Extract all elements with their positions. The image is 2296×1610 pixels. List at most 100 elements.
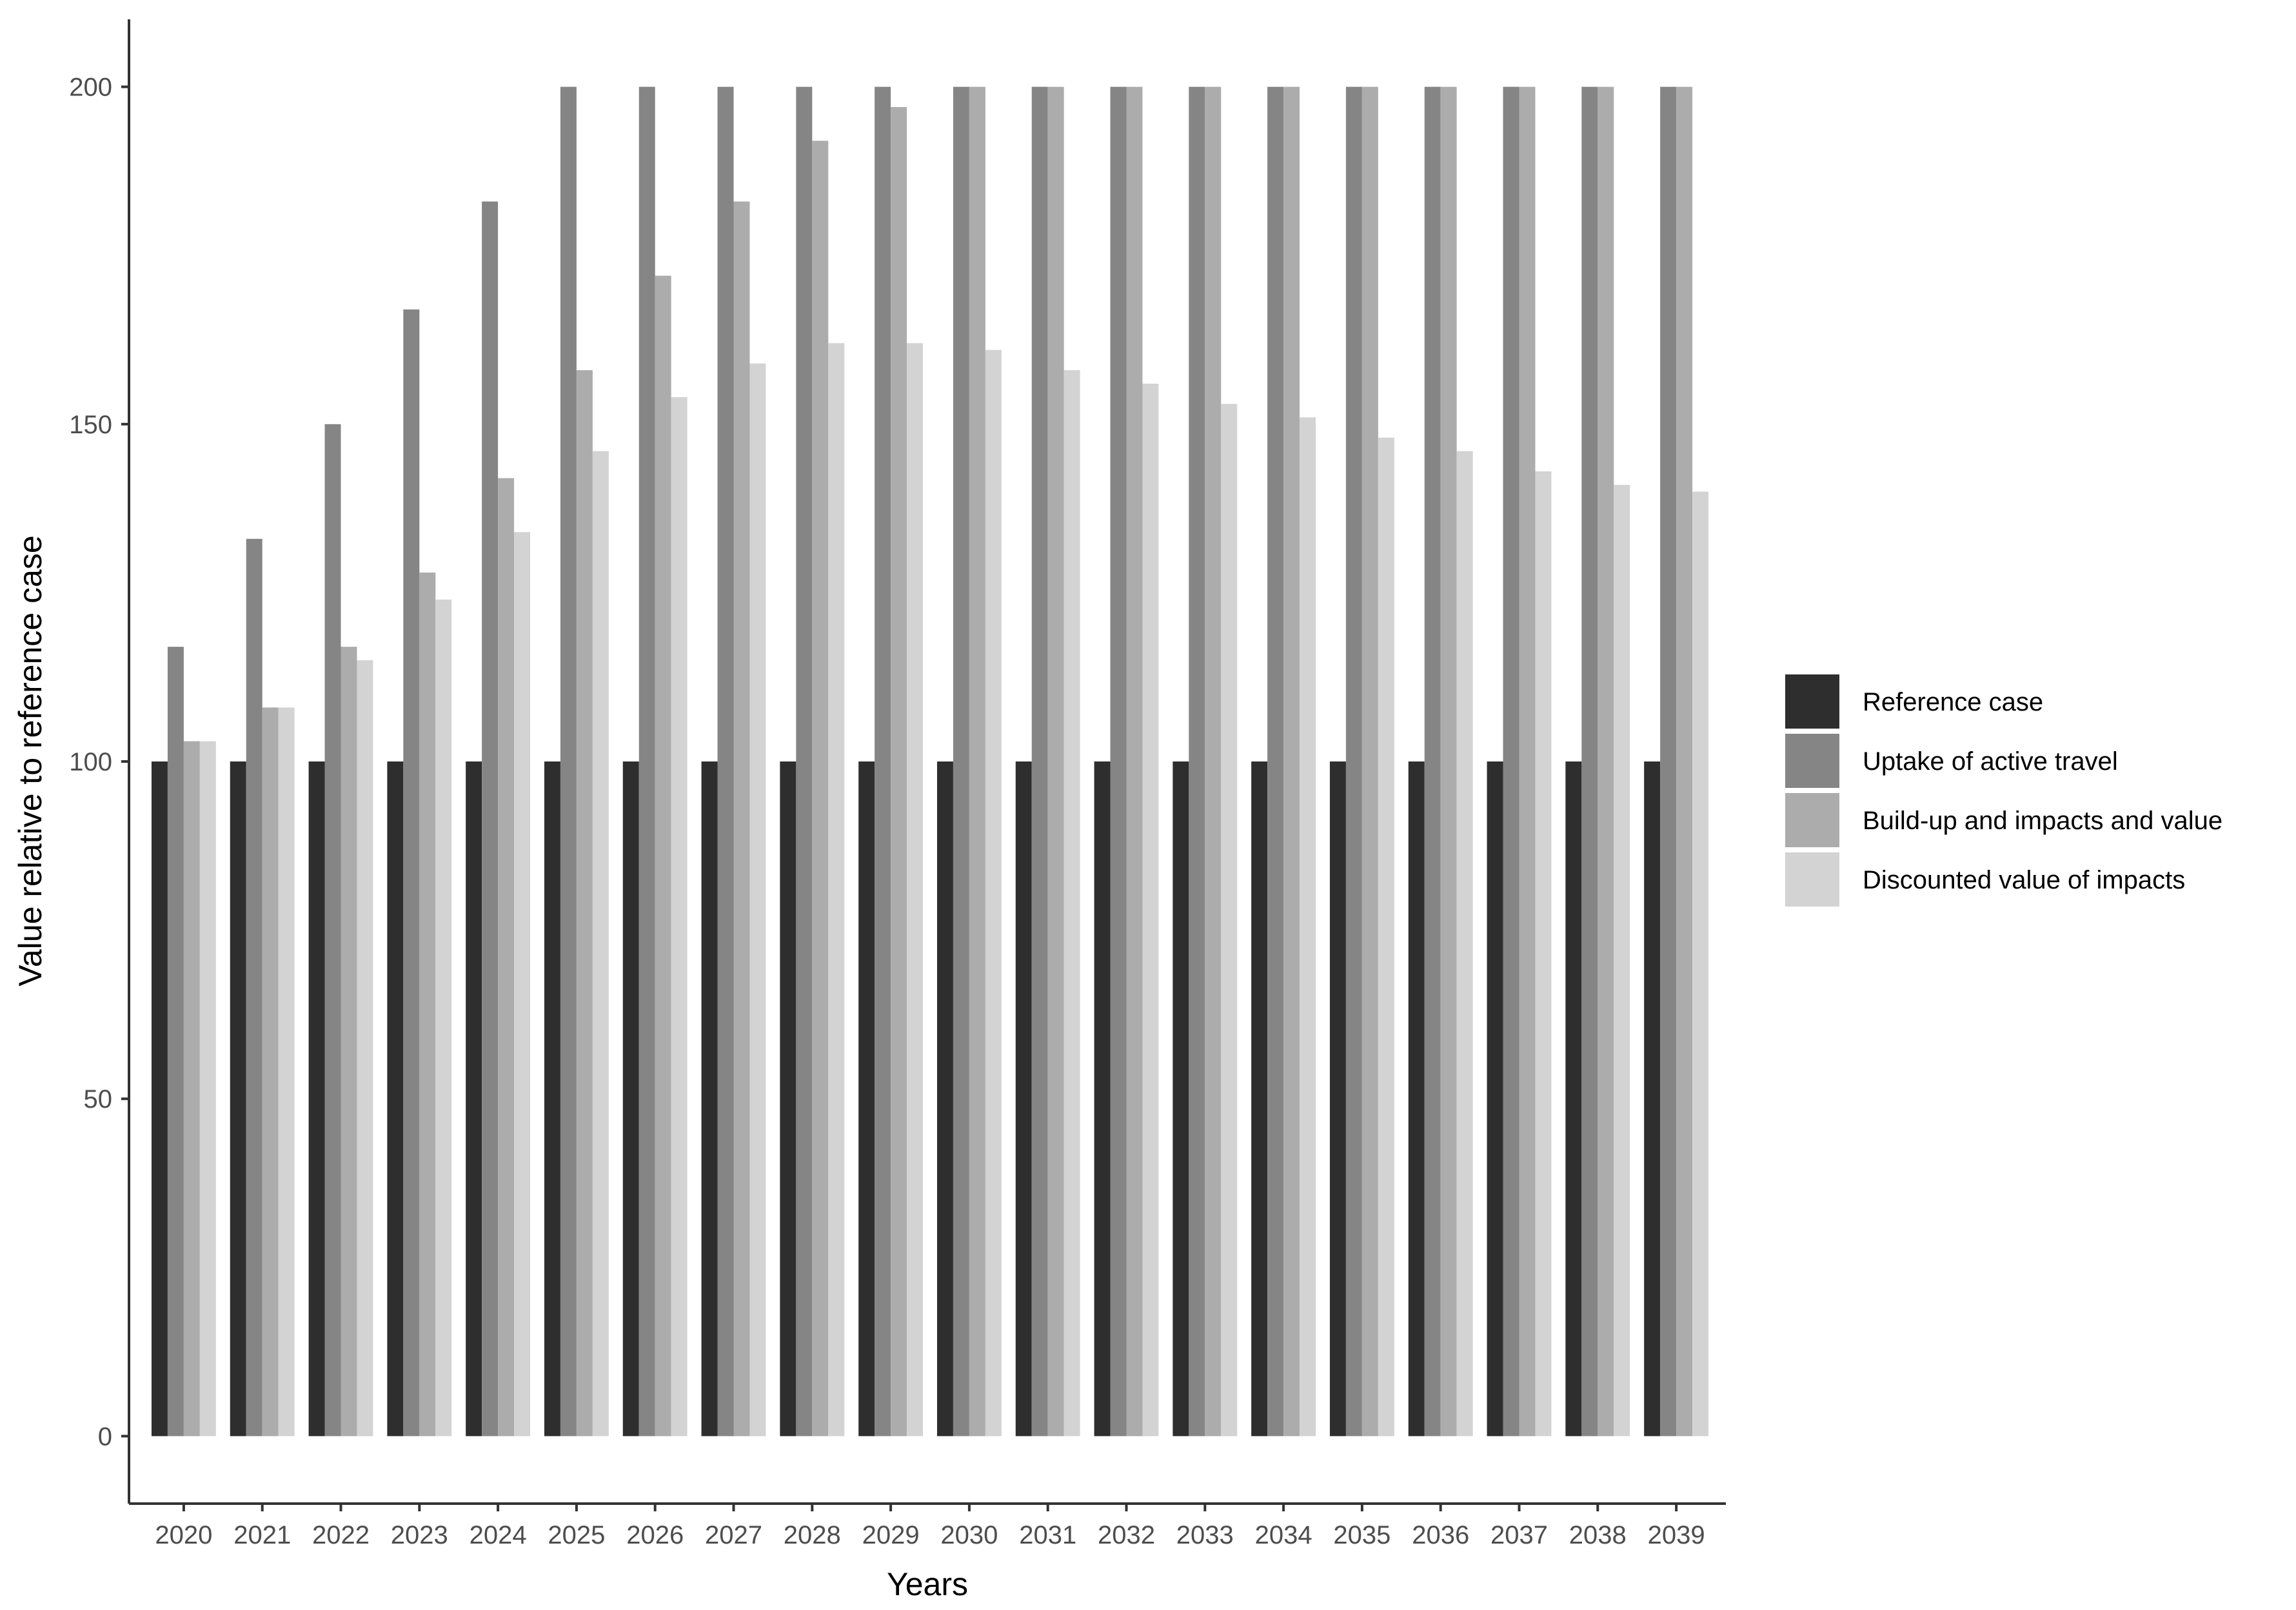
bar-2034-series-1 bbox=[1267, 86, 1284, 1437]
bar-2031-series-3 bbox=[1064, 370, 1080, 1437]
bar-2026-series-0 bbox=[622, 761, 639, 1437]
bar-2029-series-1 bbox=[875, 86, 891, 1437]
bar-2031-series-2 bbox=[1047, 86, 1064, 1437]
x-tick-label-2030: 2030 bbox=[940, 1521, 998, 1549]
bar-2027-series-0 bbox=[701, 761, 718, 1437]
x-axis-title: Years bbox=[887, 1566, 968, 1602]
bar-2032-series-0 bbox=[1094, 761, 1111, 1437]
bar-2032-series-1 bbox=[1110, 86, 1127, 1437]
x-tick-label-2028: 2028 bbox=[784, 1521, 841, 1549]
x-tick-label-2036: 2036 bbox=[1412, 1521, 1469, 1549]
bar-2025-series-2 bbox=[576, 370, 593, 1437]
bar-2026-series-1 bbox=[638, 86, 655, 1437]
bar-2022-series-0 bbox=[308, 761, 325, 1437]
bar-2020-series-0 bbox=[151, 761, 168, 1437]
x-tick-label-2033: 2033 bbox=[1176, 1521, 1234, 1549]
x-tick-label-2037: 2037 bbox=[1490, 1521, 1548, 1549]
legend-label-3: Discounted value of impacts bbox=[1863, 866, 2185, 894]
legend-key-1 bbox=[1785, 734, 1839, 788]
bar-2039-series-1 bbox=[1660, 86, 1677, 1437]
bar-2025-series-3 bbox=[592, 451, 609, 1437]
x-tick-label-2026: 2026 bbox=[626, 1521, 684, 1549]
bar-2032-series-3 bbox=[1142, 384, 1159, 1437]
x-tick-label-2025: 2025 bbox=[548, 1521, 605, 1549]
bar-2024-series-0 bbox=[466, 761, 482, 1437]
bar-2026-series-2 bbox=[655, 275, 671, 1437]
legend: Reference case Uptake of active travel Bui… bbox=[1785, 674, 2222, 907]
bar-2022-series-1 bbox=[324, 424, 341, 1437]
x-tick-label-2020: 2020 bbox=[155, 1521, 212, 1549]
bar-2036-series-2 bbox=[1440, 86, 1457, 1437]
x-tick-label-2022: 2022 bbox=[312, 1521, 370, 1549]
y-tick-label-100: 100 bbox=[69, 748, 112, 776]
bar-2025-series-1 bbox=[560, 86, 577, 1437]
bar-2021-series-3 bbox=[278, 707, 295, 1437]
bar-2035-series-2 bbox=[1361, 86, 1378, 1437]
bar-2024-series-2 bbox=[498, 478, 515, 1437]
bar-2024-series-3 bbox=[514, 532, 531, 1437]
bar-2031-series-0 bbox=[1015, 761, 1032, 1437]
x-tick-label-2032: 2032 bbox=[1098, 1521, 1155, 1549]
bar-2031-series-1 bbox=[1031, 86, 1048, 1437]
bar-2034-series-3 bbox=[1300, 417, 1316, 1437]
x-tick-label-2029: 2029 bbox=[862, 1521, 920, 1549]
bar-2028-series-1 bbox=[796, 86, 813, 1437]
bar-2037-series-0 bbox=[1487, 761, 1503, 1437]
bar-2025-series-0 bbox=[544, 761, 560, 1437]
bars-layer bbox=[151, 86, 1709, 1437]
bar-2022-series-3 bbox=[357, 660, 373, 1437]
bar-2036-series-0 bbox=[1408, 761, 1425, 1437]
bar-2021-series-1 bbox=[246, 538, 262, 1437]
x-tick-label-2021: 2021 bbox=[233, 1521, 291, 1549]
legend-label-2: Build-up and impacts and value bbox=[1863, 807, 2222, 835]
bar-2033-series-2 bbox=[1205, 86, 1222, 1437]
bar-2020-series-3 bbox=[199, 741, 216, 1437]
bar-2035-series-1 bbox=[1345, 86, 1362, 1437]
bar-2029-series-2 bbox=[891, 107, 907, 1437]
bar-2027-series-3 bbox=[749, 363, 766, 1437]
x-tick-label-2031: 2031 bbox=[1019, 1521, 1076, 1549]
bar-2039-series-3 bbox=[1692, 491, 1709, 1437]
bar-2026-series-3 bbox=[671, 397, 688, 1437]
x-tick-label-2027: 2027 bbox=[705, 1521, 762, 1549]
bar-2024-series-1 bbox=[482, 201, 499, 1437]
bar-2035-series-3 bbox=[1378, 437, 1394, 1437]
bar-2030-series-1 bbox=[953, 86, 969, 1437]
bar-2033-series-3 bbox=[1221, 404, 1238, 1437]
bar-2035-series-0 bbox=[1329, 761, 1346, 1437]
bar-2030-series-3 bbox=[985, 349, 1002, 1437]
x-tick-label-2034: 2034 bbox=[1255, 1521, 1312, 1549]
bar-2028-series-3 bbox=[828, 343, 845, 1437]
bar-2038-series-2 bbox=[1598, 86, 1614, 1437]
bar-2032-series-2 bbox=[1126, 86, 1143, 1437]
bar-2039-series-2 bbox=[1676, 86, 1693, 1437]
bar-2030-series-0 bbox=[936, 761, 953, 1437]
bar-2021-series-2 bbox=[262, 707, 279, 1437]
bar-2038-series-0 bbox=[1565, 761, 1582, 1437]
y-axis-title: Value relative to reference case bbox=[12, 535, 48, 986]
bar-2020-series-1 bbox=[167, 647, 184, 1437]
legend-key-0 bbox=[1785, 674, 1839, 729]
bar-2038-series-3 bbox=[1614, 484, 1630, 1437]
bar-2038-series-1 bbox=[1581, 86, 1598, 1437]
bar-2037-series-2 bbox=[1519, 86, 1536, 1437]
legend-label-0: Reference case bbox=[1863, 688, 2043, 716]
bar-2029-series-3 bbox=[907, 343, 924, 1437]
bar-2030-series-2 bbox=[969, 86, 985, 1437]
bar-2028-series-0 bbox=[780, 761, 797, 1437]
bar-2023-series-0 bbox=[387, 761, 404, 1437]
bar-2034-series-0 bbox=[1251, 761, 1268, 1437]
ticks-layer: 0 50 100 150 200 2020 2021 2022 2023 2024 2025 2026… bbox=[69, 74, 1705, 1549]
x-tick-label-2038: 2038 bbox=[1569, 1521, 1627, 1549]
bar-2034-series-2 bbox=[1283, 86, 1300, 1437]
y-tick-label-0: 0 bbox=[98, 1422, 112, 1451]
y-tick-label-50: 50 bbox=[84, 1085, 113, 1114]
bar-2037-series-1 bbox=[1503, 86, 1519, 1437]
bar-2020-series-2 bbox=[183, 741, 200, 1437]
bar-2033-series-0 bbox=[1173, 761, 1189, 1437]
y-tick-label-200: 200 bbox=[69, 74, 112, 102]
bar-2028-series-2 bbox=[812, 141, 829, 1437]
legend-key-3 bbox=[1785, 852, 1839, 907]
